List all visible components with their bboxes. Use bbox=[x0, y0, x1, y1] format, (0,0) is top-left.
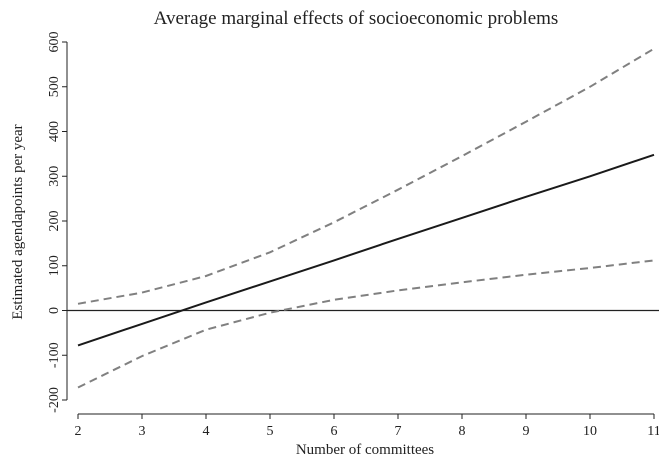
x-tick-label: 5 bbox=[267, 424, 274, 439]
x-tick-label: 7 bbox=[395, 424, 402, 439]
x-tick-label: 3 bbox=[139, 424, 146, 439]
y-tick-label: 500 bbox=[47, 76, 62, 97]
lower-bound-line bbox=[77, 259, 655, 389]
y-tick-label: 100 bbox=[47, 255, 62, 276]
upper-bound-line bbox=[77, 47, 655, 305]
x-axis-label: Number of committees bbox=[296, 442, 434, 458]
y-axis-label: Estimated agendapoints per year bbox=[10, 124, 26, 319]
y-tick-label: 0 bbox=[47, 307, 62, 314]
x-tick-label: 9 bbox=[523, 424, 530, 439]
y-tick-label: 200 bbox=[47, 211, 62, 232]
x-tick-label: 11 bbox=[647, 424, 659, 439]
x-tick-label: 8 bbox=[459, 424, 466, 439]
effect-line bbox=[77, 153, 655, 347]
y-tick-label: -100 bbox=[47, 342, 62, 368]
x-tick-label: 4 bbox=[203, 424, 210, 439]
x-tick-label: 6 bbox=[331, 424, 338, 439]
x-tick-label: 10 bbox=[583, 424, 597, 439]
plot-area: -200 -100 0 100 200 300 400 500 600 2 3 4 5 6 7 8 9 10 11 bbox=[47, 32, 659, 439]
x-tick-label: 2 bbox=[75, 424, 82, 439]
y-tick-label: 300 bbox=[47, 166, 62, 187]
chart-title: Average marginal effects of socioeconomi… bbox=[154, 8, 559, 29]
y-tick-label: 600 bbox=[47, 32, 62, 53]
y-tick-label: -200 bbox=[47, 387, 62, 413]
y-tick-label: 400 bbox=[47, 121, 62, 142]
